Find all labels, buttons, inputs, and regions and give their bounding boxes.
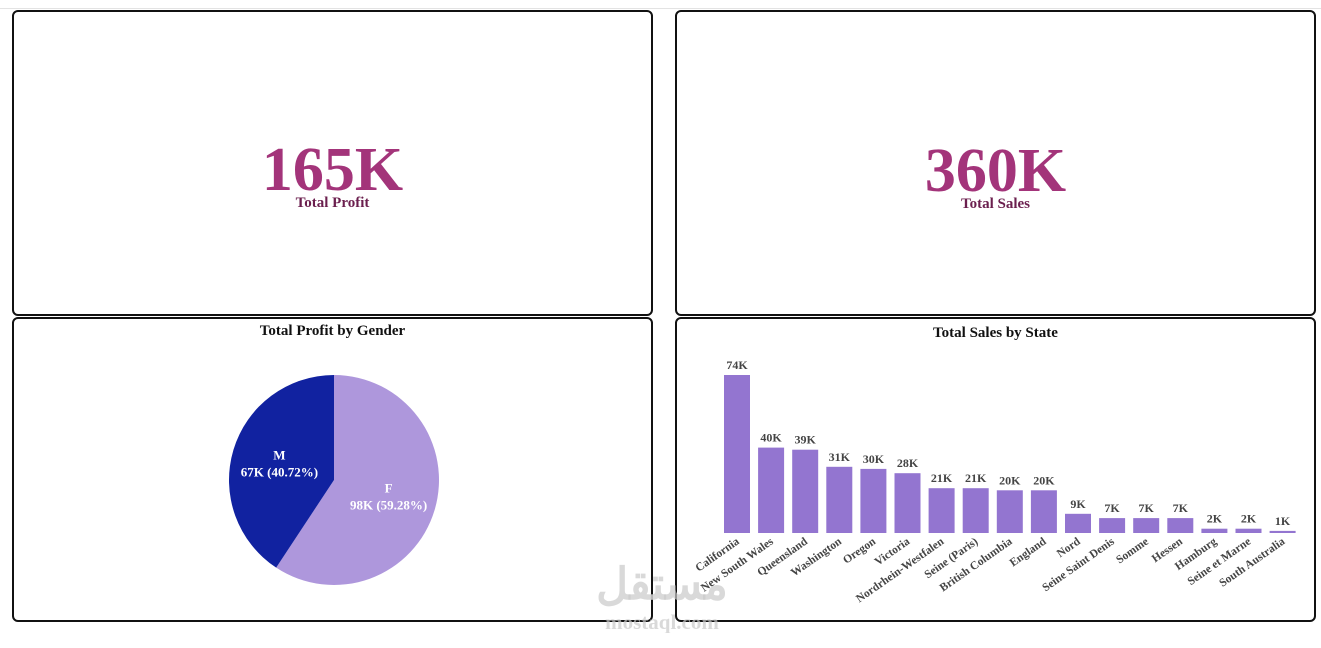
pie-label-m-value: 67K (40.72%) [241,465,318,480]
bar-value-label-15: 2K [1241,512,1257,526]
bar-16[interactable] [1269,530,1296,533]
bar-category-label-4: Oregon [841,535,879,566]
bar-value-label-9: 20K [1033,473,1055,487]
bar-category-label-12: Somme [1114,536,1151,567]
bar-group [724,375,1296,533]
bar-9[interactable] [1030,490,1057,533]
bar-2[interactable] [792,449,819,533]
bar-category-label-9: England [1008,535,1049,569]
bar-value-label-4: 30K [863,452,885,466]
kpi-value-total-profit: 165K [261,136,404,204]
pie-chart-card[interactable]: Total Profit by Gender M 67K (40.72%) F … [12,317,653,622]
pie-label-f-name: F [385,480,393,495]
bar-15[interactable] [1235,528,1262,533]
bar-5[interactable] [894,473,921,533]
bar-chart: 74K 40K 39K 31K 30K 28K 21K 21K 20K 20K 9K 7K 7K 7K 2K… [693,358,1296,605]
top-divider [0,8,1321,9]
pie-label-f-value: 98K (59.28%) [350,497,427,512]
bar-value-label-13: 7K [1173,501,1189,515]
bar-value-label-16: 1K [1275,514,1291,528]
bar-value-label-14: 2K [1207,512,1223,526]
pie-slice-m[interactable] [228,375,334,568]
bar-value-label-7: 21K [965,471,987,485]
bar-8[interactable] [996,490,1023,533]
bar-value-label-6: 21K [931,471,953,485]
bar-0[interactable] [724,375,750,533]
bar-11[interactable] [1099,518,1126,533]
bar-value-label-12: 7K [1139,501,1155,515]
pie-chart: M 67K (40.72%) F 98K (59.28%) [228,375,439,585]
pie-label-m-name: M [273,448,285,463]
bar-value-labels: 74K 40K 39K 31K 30K 28K 21K 21K 20K 20K 9K 7K 7K 7K 2K… [726,358,1291,528]
bar-value-label-1: 40K [760,431,782,445]
bar-value-label-2: 39K [795,433,817,447]
pie-slice-f[interactable] [276,375,439,585]
bar-12[interactable] [1133,518,1160,533]
bar-value-label-0: 74K [726,358,748,372]
pie-chart-title: Total Profit by Gender [259,323,406,339]
bar-value-label-8: 20K [999,473,1021,487]
kpi-value-total-sales: 360K [924,137,1067,205]
bar-10[interactable] [1065,513,1091,533]
kpi-card-total-profit[interactable]: 165K Total Profit [12,10,653,316]
bar-chart-card[interactable]: Total Sales by State 74K 40K 39K 31K 30K 28K 2… [675,317,1316,622]
bar-7[interactable] [962,488,989,533]
bar-value-label-5: 28K [897,456,919,470]
kpi-card-total-sales[interactable]: 360K Total Sales [675,10,1316,316]
bar-3[interactable] [826,466,853,533]
bar-4[interactable] [860,468,887,533]
bar-value-label-10: 9K [1070,497,1086,511]
bar-value-label-11: 7K [1104,501,1120,515]
bar-1[interactable] [758,447,785,533]
bar-14[interactable] [1201,528,1228,533]
bar-13[interactable] [1167,518,1194,533]
bar-6[interactable] [928,488,955,533]
bar-value-label-3: 31K [829,450,851,464]
kpi-label-total-profit: Total Profit [295,195,370,211]
bar-chart-title: Total Sales by State [933,325,1058,341]
kpi-label-total-sales: Total Sales [960,196,1031,212]
